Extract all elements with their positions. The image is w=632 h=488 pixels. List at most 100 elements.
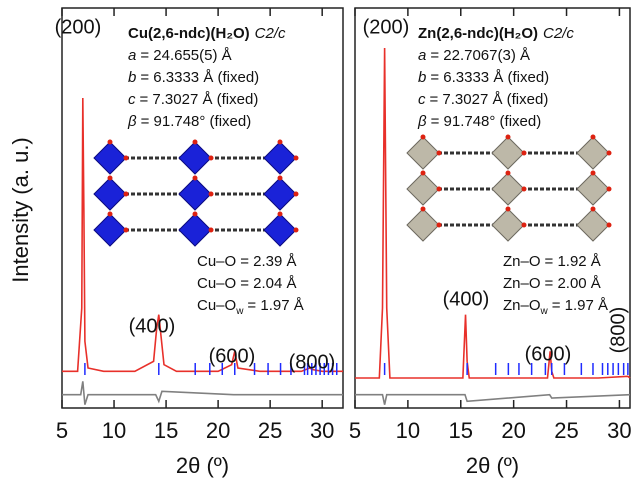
polyhedron xyxy=(94,178,126,210)
oxygen xyxy=(506,207,511,212)
x-tick-label: 10 xyxy=(102,418,126,443)
bond-length: = 2.04 Å xyxy=(240,275,296,292)
oxygen xyxy=(437,151,442,156)
oxygen xyxy=(278,140,283,145)
bond-label: Cu–O xyxy=(197,297,236,314)
lattice-symbol: c xyxy=(128,91,136,108)
peak-label: (400) xyxy=(443,288,490,310)
page: 51015202530(200)(400)(600)(800)2θ (º)Int… xyxy=(0,0,632,488)
lattice-symbol: b xyxy=(418,69,426,86)
lattice-value: = 7.3027 Å (fixed) xyxy=(430,91,549,108)
polyhedron xyxy=(577,137,609,169)
polyhedron xyxy=(179,178,211,210)
bond-subscript: w xyxy=(540,306,549,317)
oxygen xyxy=(607,187,612,192)
structure-image xyxy=(407,135,612,242)
oxygen xyxy=(522,151,527,156)
oxygen xyxy=(124,228,129,233)
bond-label: Cu–O xyxy=(197,253,236,270)
polyhedron xyxy=(264,142,296,174)
oxygen xyxy=(522,187,527,192)
lattice-line: b= 6.3333 Å (fixed) xyxy=(418,69,549,86)
oxygen xyxy=(591,171,596,176)
oxygen xyxy=(294,228,299,233)
polyhedron xyxy=(264,214,296,246)
oxygen xyxy=(591,207,596,212)
lattice-line: b= 6.3333 Å (fixed) xyxy=(128,69,259,86)
oxygen xyxy=(108,140,113,145)
bond-length: = 1.97 Å xyxy=(552,297,608,314)
oxygen xyxy=(421,135,426,140)
peak-label: (600) xyxy=(209,345,256,367)
lattice-line: β= 91.748° (fixed) xyxy=(417,113,541,130)
x-axis-label: 2θ (º) xyxy=(176,453,229,478)
oxygen xyxy=(437,223,442,228)
lattice-value: = 6.3333 Å (fixed) xyxy=(430,69,549,86)
peak-label: (600) xyxy=(525,343,572,365)
profile-line xyxy=(355,395,630,405)
polyhedron xyxy=(577,173,609,205)
oxygen xyxy=(506,135,511,140)
lattice-symbol: c xyxy=(418,91,426,108)
peak-label: (200) xyxy=(363,16,410,38)
lattice-line: β= 91.748° (fixed) xyxy=(127,113,251,130)
figure: 51015202530(200)(400)(600)(800)2θ (º)Int… xyxy=(0,0,632,488)
bond-length: = 1.97 Å xyxy=(247,297,303,314)
lattice-line: a= 22.7067(3) Å xyxy=(418,47,530,64)
polyhedron xyxy=(407,209,439,241)
lattice-symbol: b xyxy=(128,69,136,86)
x-tick-label: 30 xyxy=(310,418,334,443)
formula: Zn(2,6-ndc)(H₂O) xyxy=(418,25,538,42)
lattice-value: = 22.7067(3) Å xyxy=(430,47,530,64)
oxygen xyxy=(506,171,511,176)
lattice-symbol: a xyxy=(418,47,426,64)
oxygen xyxy=(193,140,198,145)
oxygen xyxy=(108,176,113,181)
space-group: C2/c xyxy=(543,25,574,42)
polyhedron xyxy=(492,209,524,241)
x-tick-label: 15 xyxy=(449,418,473,443)
bond-length: = 2.39 Å xyxy=(240,253,296,270)
oxygen xyxy=(193,176,198,181)
structure-image xyxy=(94,140,299,247)
bond-label: Zn–O xyxy=(503,275,541,292)
bond-line: Cu–O= 2.39 Å xyxy=(197,253,296,270)
x-tick-label: 10 xyxy=(396,418,420,443)
phase-label: Zn(2,6-ndc)(H₂O) C2/c xyxy=(418,25,574,42)
x-tick-label: 25 xyxy=(554,418,578,443)
y-axis-label: Intensity (a. u.) xyxy=(8,137,33,283)
lattice-value: = 7.3027 Å (fixed) xyxy=(140,91,259,108)
lattice-value: = 6.3333 Å (fixed) xyxy=(140,69,259,86)
bond-subscript: w xyxy=(235,306,244,317)
oxygen xyxy=(108,212,113,217)
oxygen xyxy=(193,212,198,217)
lattice-symbol: β xyxy=(417,113,427,130)
bond-length: = 2.00 Å xyxy=(545,275,601,292)
oxygen xyxy=(209,228,214,233)
x-tick-label: 5 xyxy=(56,418,68,443)
oxygen xyxy=(607,223,612,228)
oxygen xyxy=(209,192,214,197)
lattice-line: c= 7.3027 Å (fixed) xyxy=(418,91,548,108)
oxygen xyxy=(607,151,612,156)
profile-line xyxy=(62,381,343,404)
polyhedron xyxy=(407,137,439,169)
oxygen xyxy=(421,207,426,212)
polyhedron xyxy=(179,142,211,174)
bond-line: Cu–Ow= 1.97 Å xyxy=(197,297,304,317)
oxygen xyxy=(522,223,527,228)
bond-line: Zn–O= 2.00 Å xyxy=(503,275,601,292)
peak-label: (400) xyxy=(129,315,176,337)
x-tick-label: 25 xyxy=(258,418,282,443)
oxygen xyxy=(278,176,283,181)
polyhedron xyxy=(577,209,609,241)
lattice-line: a= 24.655(5) Å xyxy=(128,47,232,64)
formula: Cu(2,6-ndc)(H₂O) xyxy=(128,25,250,42)
lattice-symbol: a xyxy=(128,47,136,64)
bond-label: Zn–O xyxy=(503,297,541,314)
bond-label: Cu–O xyxy=(197,275,236,292)
lattice-value: = 24.655(5) Å xyxy=(140,47,231,64)
peak-label: (800) xyxy=(289,351,336,373)
polyhedron xyxy=(492,173,524,205)
polyhedron xyxy=(94,142,126,174)
